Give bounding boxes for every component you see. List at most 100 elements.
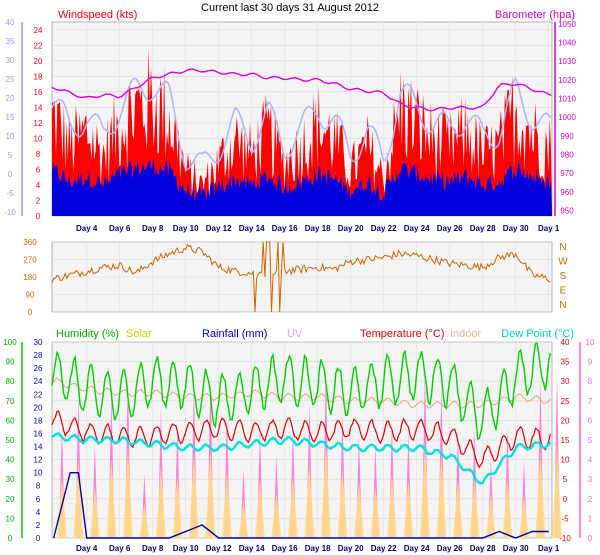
temperature-tick-label: 0 xyxy=(563,495,568,504)
climate-day-label: Day 16 xyxy=(272,544,298,553)
direction-degree-label: 90 xyxy=(26,291,35,300)
wind-average-series xyxy=(51,76,552,171)
direction-degree-label: 360 xyxy=(23,238,37,247)
uv-tick-label: 4 xyxy=(588,456,593,465)
direction-degree-label: 270 xyxy=(23,256,37,265)
climate-day-label: Day 4 xyxy=(76,544,98,553)
direction-series xyxy=(51,241,551,313)
solar-hump xyxy=(320,443,331,538)
uv-tick-label: 1 xyxy=(588,514,593,523)
solar-hump xyxy=(551,445,562,538)
barometer-tick-label: 970 xyxy=(560,169,574,178)
solar-hump xyxy=(73,459,84,538)
solar-hump xyxy=(353,481,364,538)
rainfall-line xyxy=(53,472,549,539)
wind-day-label: Day 22 xyxy=(371,224,397,233)
panel-wind: Windspeed (kts) Barometer (hpa) 24222018… xyxy=(4,9,576,233)
humidity-tick-label: 30 xyxy=(6,475,15,484)
barometer-tick-label: 1040 xyxy=(558,39,576,48)
direction-line xyxy=(51,241,551,313)
uv-label: UV xyxy=(287,328,303,340)
dewpoint-label: Dew Point (°C) xyxy=(501,328,574,340)
humidity-tick-label: 90 xyxy=(6,358,15,367)
solar-hump xyxy=(106,458,117,538)
uv-tick-label: 9 xyxy=(588,358,593,367)
barometer-tick-label: 1020 xyxy=(558,76,576,85)
rainfall-tick-label: 18 xyxy=(34,416,43,425)
uv-tick-label: 6 xyxy=(588,416,593,425)
wind-day-label: Day 20 xyxy=(338,224,364,233)
rainfall-label: Rainfall (mm) xyxy=(202,328,267,340)
rainfall-tick-label: 8 xyxy=(36,482,41,491)
humidity-tick-label: 100 xyxy=(3,338,17,347)
temperature-tick-label: 15 xyxy=(561,436,570,445)
windspeed-tick-label: 22 xyxy=(34,41,43,50)
windspeed-series xyxy=(52,48,552,216)
direction-compass-label: E xyxy=(560,286,567,297)
solar-hump xyxy=(502,477,513,538)
solar-label: Solar xyxy=(126,328,152,340)
climate-day-label: Day 12 xyxy=(206,544,232,553)
solar-hump xyxy=(386,474,397,538)
rainfall-tick-label: 28 xyxy=(34,351,43,360)
climate-day-label: Day 26 xyxy=(437,544,463,553)
rainfall-tick-label: 12 xyxy=(34,456,43,465)
solar-hump xyxy=(271,492,282,538)
wind-average-line xyxy=(51,76,552,171)
direction-degree-label: 0 xyxy=(28,308,33,317)
temperature-tick-label: -10 xyxy=(559,534,571,543)
rainfall-tick-label: 30 xyxy=(34,338,43,347)
temperature-tick-label: 25 xyxy=(561,397,570,406)
wind-day-label: Day 4 xyxy=(76,224,98,233)
solar-hump xyxy=(89,486,100,538)
outer-tick-label: 25 xyxy=(6,75,15,84)
solar-hump xyxy=(139,502,150,538)
solar-hump xyxy=(535,449,546,538)
wind-day-label: Day 30 xyxy=(503,224,529,233)
outer-tick-label: 40 xyxy=(6,18,15,27)
humidity-tick-label: 50 xyxy=(6,436,15,445)
outer-ticks: 40 35 30 25 20 15 10 5 0 -5 -10 xyxy=(4,18,23,217)
temperature-ticks: 40 35 30 25 20 15 10 5 0 -5 -10 xyxy=(559,338,571,543)
outer-tick-label: 15 xyxy=(6,113,15,122)
outer-tick-label: 20 xyxy=(6,94,15,103)
indoor-label: Indoor xyxy=(450,328,482,340)
barometer-tick-label: 980 xyxy=(560,150,574,159)
humidity-tick-label: 20 xyxy=(6,495,15,504)
humidity-tick-label: 60 xyxy=(6,416,15,425)
wind-band-series xyxy=(52,158,552,216)
climate-day-label: Day 20 xyxy=(338,544,364,553)
solar-hump xyxy=(172,475,183,538)
climate-day-label: Day 22 xyxy=(371,544,397,553)
wind-day-label: Day 28 xyxy=(470,224,496,233)
uv-tick-label: 8 xyxy=(588,377,593,386)
barometer-line xyxy=(51,68,552,112)
windspeed-tick-label: 14 xyxy=(34,103,43,112)
uv-tick-label: 5 xyxy=(588,436,593,445)
solar-hump xyxy=(287,476,298,538)
outer-tick-label: 30 xyxy=(6,56,15,65)
solar-hump xyxy=(155,466,166,538)
dewpoint-series xyxy=(51,432,552,485)
rainfall-tick-label: 2 xyxy=(36,521,41,530)
solar-hump xyxy=(485,494,496,538)
temperature-tick-label: 5 xyxy=(563,475,568,484)
windspeed-tick-label: 6 xyxy=(36,165,41,174)
outer-tick-label: 35 xyxy=(6,37,15,46)
temperature-tick-label: 10 xyxy=(561,456,570,465)
windspeed-axis-label: Windspeed (kts) xyxy=(58,9,137,21)
rainfall-tick-label: 14 xyxy=(34,443,43,452)
solar-hump xyxy=(238,500,249,538)
wind-day-label: Day 8 xyxy=(142,224,164,233)
humidity-tick-label: 80 xyxy=(6,377,15,386)
temperature-tick-label: -5 xyxy=(561,514,569,523)
solar-hump xyxy=(419,443,430,538)
temperature-tick-label: 35 xyxy=(561,358,570,367)
temperature-series xyxy=(51,410,551,469)
rainfall-tick-label: 4 xyxy=(36,508,41,517)
climate-day-label: Day 14 xyxy=(239,544,265,553)
